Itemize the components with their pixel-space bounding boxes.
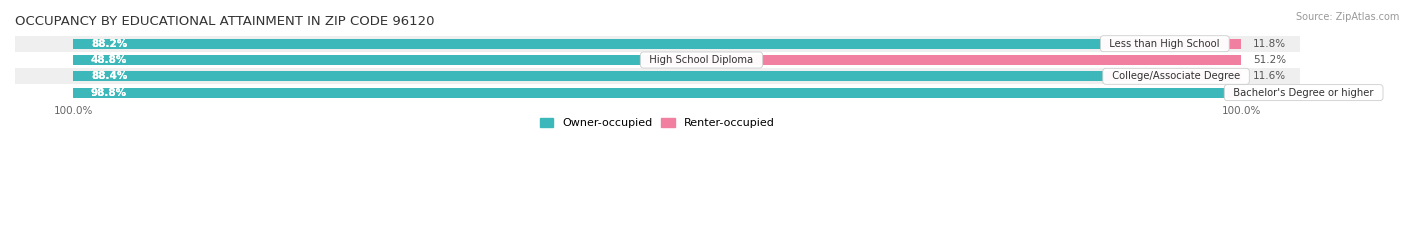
Text: 48.8%: 48.8% (91, 55, 128, 65)
Text: 88.2%: 88.2% (91, 39, 127, 49)
Text: 88.2%: 88.2% (91, 39, 127, 49)
Text: 11.6%: 11.6% (1253, 71, 1286, 81)
Bar (15, 84, 1299, 101)
Text: 88.4%: 88.4% (91, 71, 128, 81)
Text: College/Associate Degree: College/Associate Degree (1105, 71, 1246, 81)
Bar (1227, 88, 1241, 98)
Text: 98.8%: 98.8% (91, 88, 127, 98)
Text: OCCUPANCY BY EDUCATIONAL ATTAINMENT IN ZIP CODE 96120: OCCUPANCY BY EDUCATIONAL ATTAINMENT IN Z… (15, 15, 434, 28)
Bar (73, 88, 1227, 98)
Text: Bachelor's Degree or higher: Bachelor's Degree or higher (1227, 88, 1381, 98)
Bar (1105, 71, 1241, 81)
Text: 48.8%: 48.8% (91, 55, 128, 65)
Text: Less than High School: Less than High School (1104, 39, 1226, 49)
Bar (15, 68, 1299, 84)
Bar (73, 71, 1105, 81)
Text: High School Diploma: High School Diploma (644, 55, 759, 65)
Text: Source: ZipAtlas.com: Source: ZipAtlas.com (1295, 12, 1399, 22)
Legend: Owner-occupied, Renter-occupied: Owner-occupied, Renter-occupied (536, 113, 779, 133)
Bar (1104, 39, 1241, 49)
Text: 51.2%: 51.2% (1253, 55, 1286, 65)
Bar (644, 55, 1241, 65)
Bar (15, 52, 1299, 68)
Text: 1.2%: 1.2% (1253, 88, 1279, 98)
Bar (73, 55, 644, 65)
Bar (73, 39, 1104, 49)
Text: 88.4%: 88.4% (91, 71, 128, 81)
Text: 98.8%: 98.8% (91, 88, 127, 98)
Text: 11.8%: 11.8% (1253, 39, 1286, 49)
Bar (15, 36, 1299, 52)
